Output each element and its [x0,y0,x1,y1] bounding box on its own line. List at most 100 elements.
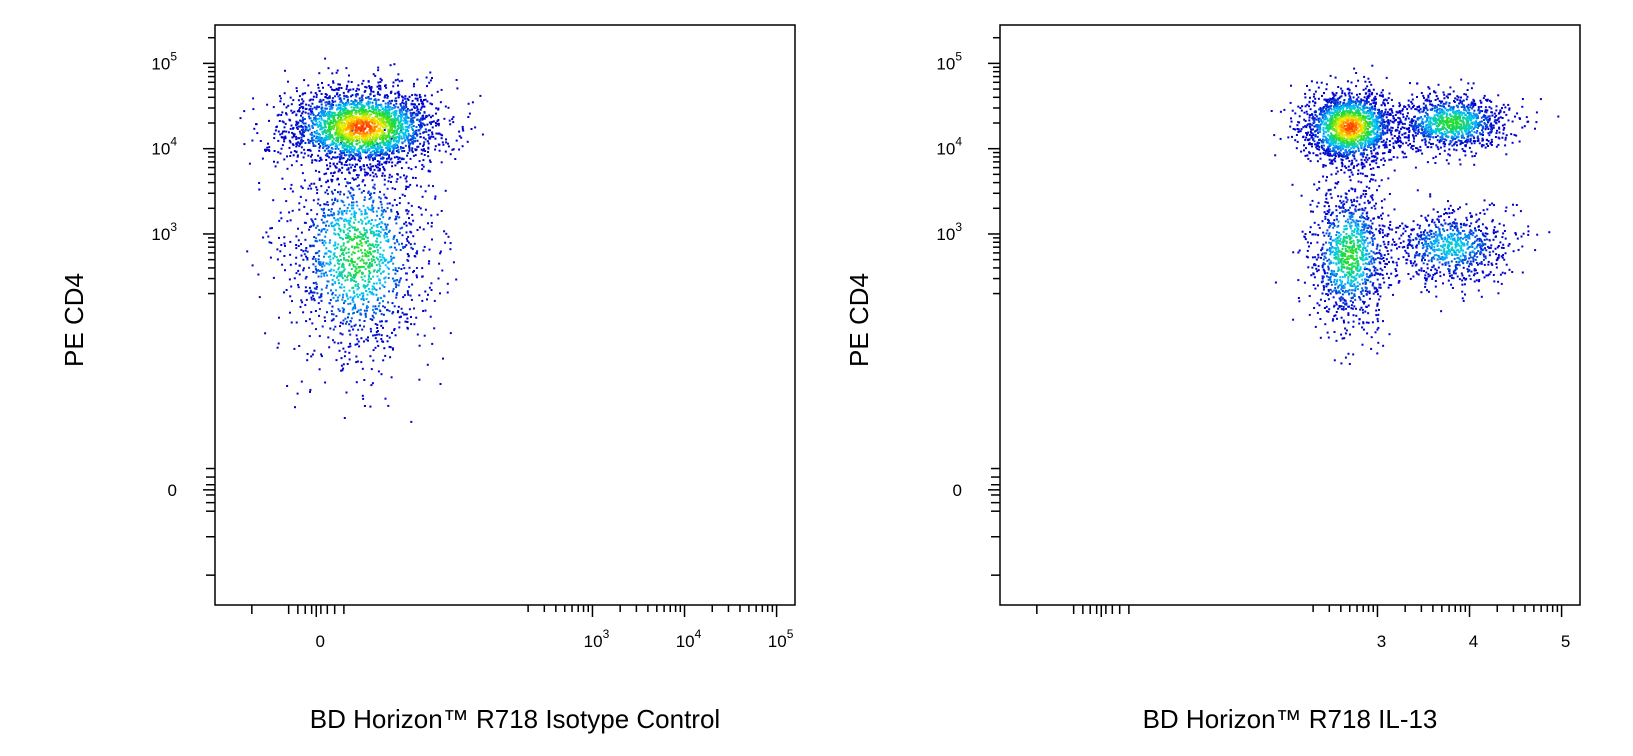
data-point [360,292,363,295]
data-point [386,147,389,150]
data-point [350,134,353,136]
data-point [447,106,450,109]
data-point [300,151,303,154]
data-point [311,110,314,113]
data-point [342,238,344,241]
data-point [341,322,344,325]
data-point [355,271,358,274]
data-point [295,145,298,148]
data-point [374,323,377,325]
data-point [265,149,268,151]
data-point [1289,101,1292,104]
data-point [325,107,328,110]
data-point [258,188,261,191]
data-point [341,166,344,169]
data-point [405,161,408,164]
data-point [315,186,318,189]
data-point [366,237,369,240]
data-point [1368,93,1371,96]
data-point [347,260,350,263]
data-point [385,258,388,261]
data-point [446,291,449,294]
data-point [366,123,369,126]
data-point [332,81,335,84]
data-point [302,156,305,159]
data-point [370,165,373,168]
data-point [296,128,299,130]
data-point [1355,85,1358,88]
data-point [371,116,374,119]
data-point [1311,145,1313,148]
data-point [375,106,377,108]
data-point [361,237,364,240]
data-point [373,136,376,139]
data-point [1340,161,1343,164]
data-point [345,185,348,188]
data-point [361,367,364,370]
data-point [271,227,273,230]
data-point [337,223,340,225]
data-point [438,132,441,135]
data-point [338,274,341,277]
data-point [369,120,372,123]
data-point [395,100,398,102]
data-point [286,220,289,223]
data-point [364,171,367,174]
data-point [1470,87,1473,90]
data-point [369,262,371,265]
data-point [339,193,342,196]
data-point [390,376,393,379]
data-point [369,137,372,139]
data-point [461,145,464,148]
data-point [350,204,353,207]
data-point [339,150,342,152]
data-point [1364,80,1367,83]
data-point [353,221,355,224]
data-point [452,116,455,119]
data-point [347,80,350,83]
data-point [328,302,331,305]
data-point [360,137,363,139]
data-point [386,334,389,337]
data-point [386,114,389,117]
data-point [378,127,381,130]
data-point [341,143,344,146]
data-point [351,279,354,281]
data-point [424,290,427,293]
data-point [396,131,398,134]
data-point [375,230,378,232]
data-point [345,88,348,91]
data-point [397,305,400,308]
data-point [451,148,454,151]
data-point [304,128,307,131]
data-point [373,192,376,194]
data-point [344,112,347,115]
data-point [392,149,395,152]
data-point [348,358,351,361]
data-point [441,141,444,144]
data-point [350,325,353,328]
data-point [328,113,331,116]
data-point [357,147,360,150]
data-point [1404,105,1407,108]
data-point [361,220,364,223]
data-point [359,165,362,168]
data-point [1398,111,1401,114]
data-point [317,139,320,142]
data-point [1501,136,1504,139]
data-point [1314,102,1317,104]
data-point [395,283,398,286]
data-point [394,126,397,129]
data-point [385,228,388,231]
data-point [327,117,330,120]
data-point [1318,304,1321,307]
data-point [393,63,396,66]
data-point [1407,134,1410,137]
data-point [396,146,399,149]
data-point [246,250,249,253]
data-point [303,118,306,120]
data-point [1525,116,1528,119]
data-point [318,100,321,103]
data-point [376,275,379,278]
data-point [342,347,345,350]
